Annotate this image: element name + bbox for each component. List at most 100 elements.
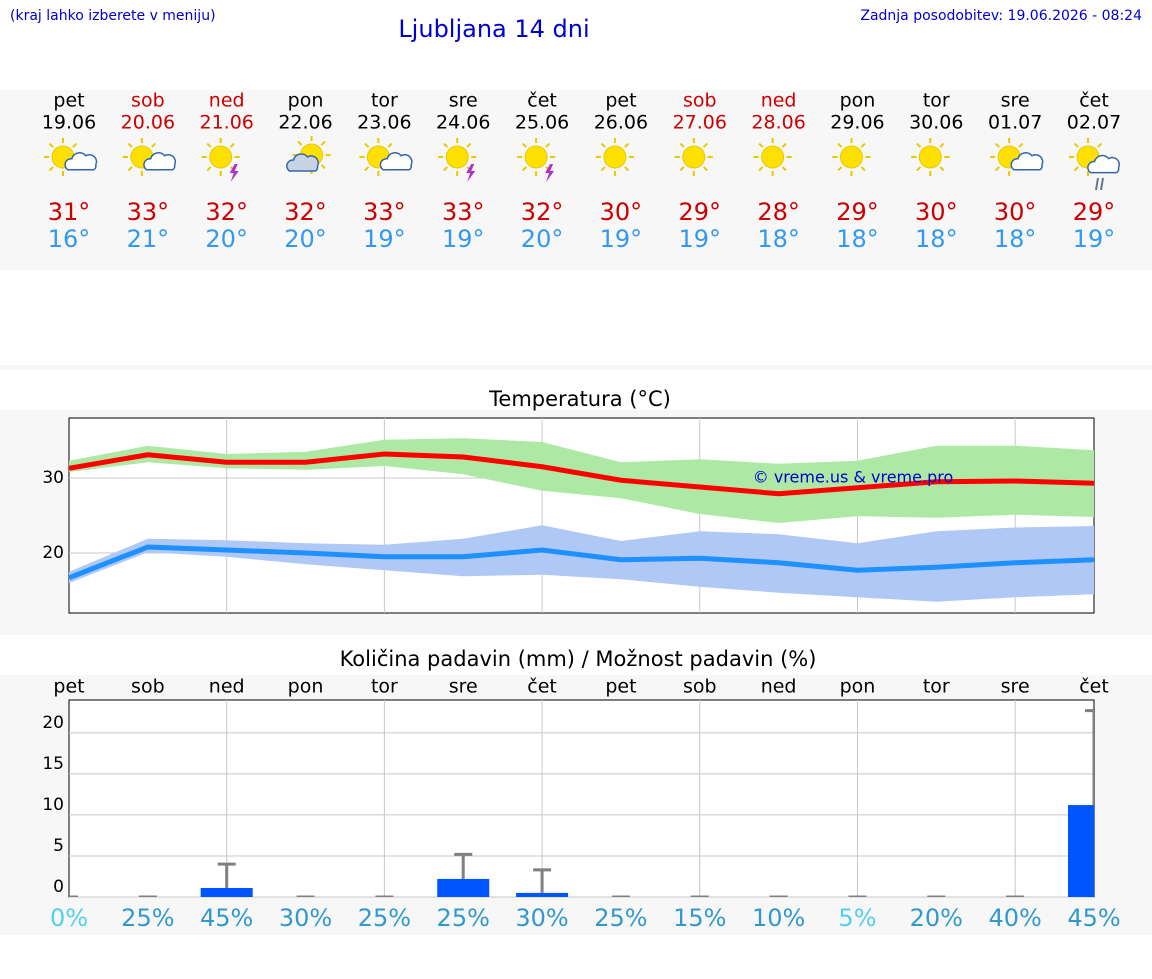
day-name: sre xyxy=(1001,90,1030,112)
chart-title: Temperatura (°C) xyxy=(488,387,671,411)
sun xyxy=(209,145,233,169)
low-temp: 18° xyxy=(994,225,1037,253)
sun-ray xyxy=(151,142,156,148)
low-temp: 20° xyxy=(205,225,248,253)
sun-ray xyxy=(758,166,764,172)
high-temp: 30° xyxy=(600,198,643,226)
sun-ray xyxy=(939,166,945,172)
sun-ray xyxy=(387,142,393,148)
date: 02.07 xyxy=(1067,112,1121,134)
x-tick-label: sob xyxy=(683,676,717,698)
sun-ray xyxy=(600,142,606,148)
rain xyxy=(1095,177,1104,191)
high-temp: 29° xyxy=(1073,198,1116,226)
high-temp: 31° xyxy=(48,198,91,226)
probability-label: 5% xyxy=(838,904,876,932)
low-temp: 21° xyxy=(127,225,170,253)
y-tick-label: 5 xyxy=(53,836,64,856)
weather-icon xyxy=(753,138,792,176)
weather-icon xyxy=(44,138,98,176)
sun-ray xyxy=(48,166,54,172)
cloud xyxy=(1087,154,1121,174)
sun-ray xyxy=(364,166,370,172)
sun-ray xyxy=(860,142,866,148)
sun xyxy=(918,145,942,169)
sun-ray xyxy=(72,142,78,148)
day-name: pon xyxy=(840,90,876,112)
sun-ray xyxy=(995,142,1000,148)
low-temp: 20° xyxy=(284,225,327,253)
sun-ray xyxy=(837,166,843,172)
sun-ray xyxy=(1073,166,1079,172)
high-temp: 30° xyxy=(994,198,1037,226)
probability-label: 20% xyxy=(910,904,963,932)
sun-ray xyxy=(860,166,866,172)
day-name: tor xyxy=(371,90,398,112)
sun-ray xyxy=(679,142,685,148)
chart-title: Količina padavin (mm) / Možnost padavin … xyxy=(340,647,817,671)
date: 28.06 xyxy=(751,112,805,134)
sun-ray xyxy=(521,166,527,172)
probability-label: 0% xyxy=(50,904,88,932)
sun-ray xyxy=(916,166,922,172)
sun-ray xyxy=(1097,142,1103,148)
sun xyxy=(682,145,706,169)
date: 24.06 xyxy=(436,112,490,134)
date: 19.06 xyxy=(42,112,96,134)
bar xyxy=(200,887,253,897)
watermark: © vreme.us & vreme.pro xyxy=(753,468,954,487)
probability-label: 10% xyxy=(752,904,805,932)
cloud xyxy=(64,152,98,171)
date: 29.06 xyxy=(830,112,884,134)
x-tick-label: tor xyxy=(923,676,950,698)
page-title: Ljubljana 14 dni xyxy=(398,15,589,43)
x-tick-label: pet xyxy=(605,676,636,698)
x-tick-label: pet xyxy=(53,676,84,698)
date: 30.06 xyxy=(909,112,963,134)
high-temp: 33° xyxy=(442,198,485,226)
forecast-panel xyxy=(0,90,1152,270)
error-bar xyxy=(217,862,236,888)
date: 26.06 xyxy=(594,112,648,134)
day-name: čet xyxy=(1079,90,1109,112)
bar xyxy=(516,892,569,897)
x-tick-label: čet xyxy=(527,676,557,698)
probability-label: 45% xyxy=(1067,904,1120,932)
date: 22.06 xyxy=(278,112,332,134)
weather-icon xyxy=(359,138,413,176)
date: 21.06 xyxy=(199,112,253,134)
probability-label: 25% xyxy=(594,904,647,932)
sun-ray xyxy=(206,142,212,148)
day-name: sob xyxy=(131,90,165,112)
cloud xyxy=(286,153,319,172)
weather-icon xyxy=(990,138,1044,176)
sun-ray xyxy=(229,142,235,148)
high-temp: 33° xyxy=(127,198,170,226)
date: 01.07 xyxy=(988,112,1042,134)
weather-icon xyxy=(122,138,177,176)
cloud xyxy=(1010,152,1044,171)
x-tick-label: ned xyxy=(209,676,245,698)
high-temp: 28° xyxy=(757,198,800,226)
sun-ray xyxy=(837,142,843,148)
x-tick-label: čet xyxy=(1079,676,1109,698)
sun xyxy=(839,145,863,169)
sun-ray xyxy=(320,140,326,146)
high-temp: 32° xyxy=(521,198,564,226)
sun-ray xyxy=(297,140,303,146)
cloud xyxy=(143,152,177,171)
temp-line xyxy=(69,544,1094,581)
bar xyxy=(1068,805,1094,897)
date: 25.06 xyxy=(515,112,569,134)
x-tick-label: pon xyxy=(840,676,876,698)
sun-ray xyxy=(939,142,945,148)
sun-ray xyxy=(521,142,527,148)
x-tick-label: ned xyxy=(761,676,797,698)
sun-ray xyxy=(702,166,708,172)
sun-ray xyxy=(466,142,472,148)
plot xyxy=(69,709,1094,897)
sun-ray xyxy=(127,142,133,148)
menu-note: (kraj lahko izberete v meniju) xyxy=(10,8,216,24)
high-temp: 32° xyxy=(205,198,248,226)
weather-icon xyxy=(201,138,240,182)
